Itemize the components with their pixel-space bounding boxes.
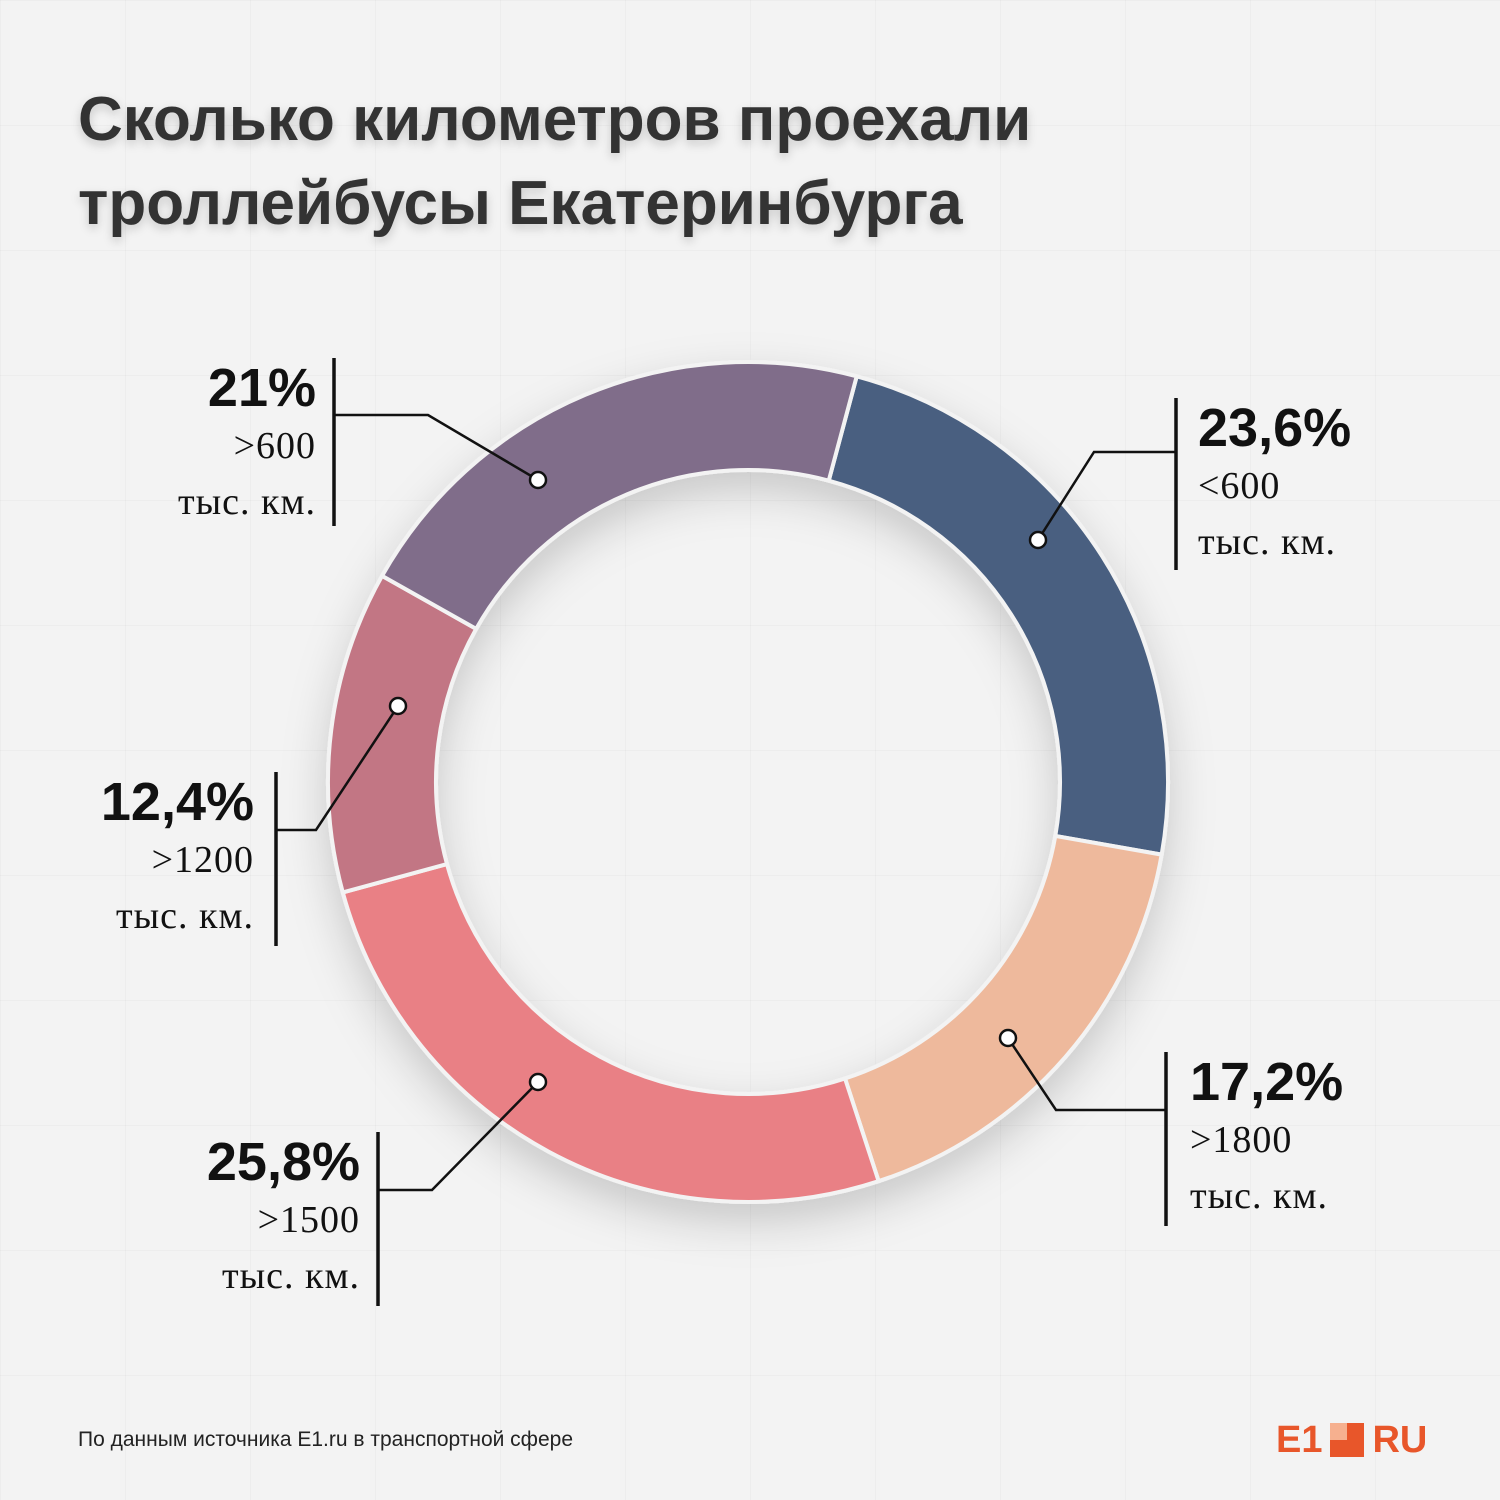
label-unit-3: тыс. км. [221,1255,360,1297]
label-segment-1: 23,6% <600 тыс. км. [1198,398,1351,570]
logo-text-left: E1 [1276,1418,1323,1461]
donut-segment-3 [340,862,881,1204]
label-range-2: >1800 [1190,1119,1293,1161]
leader-dot-1 [1028,530,1048,550]
label-segment-3: 25,8% >1500 тыс. км. [207,1132,360,1304]
leader-dot-2 [998,1028,1018,1048]
label-pct-4: 12,4% [100,772,254,832]
label-unit-5: тыс. км. [177,481,316,523]
source-note: По данным источника E1.ru в транспортной… [78,1428,573,1451]
chart-title: Сколько километров проехали троллейбусы … [78,78,1378,246]
leader-line-4 [276,705,400,832]
leader-dot-4 [388,696,408,716]
leader-dot-5 [528,470,548,490]
leader-dot-3 [528,1072,548,1092]
label-pct-5: 21% [207,358,316,418]
label-unit-2: тыс. км. [1190,1175,1329,1217]
logo-text-right: RU [1372,1418,1428,1461]
logo-square-icon [1330,1423,1365,1457]
donut-segment-4 [326,573,479,895]
label-unit-4: тыс. км. [115,895,254,937]
leader-line-2 [1006,1037,1166,1112]
label-unit-1: тыс. км. [1198,521,1337,563]
title-line-1: Сколько километров проехали [78,85,1032,154]
leader-line-3 [378,1081,539,1192]
label-segment-5: 21% >600 тыс. км. [178,358,316,530]
leader-line-5 [334,413,539,482]
label-pct-2: 17,2% [1190,1052,1344,1112]
label-range-5: >600 [233,425,316,467]
label-segment-2: 17,2% >1800 тыс. км. [1190,1052,1343,1224]
title-line-2: троллейбусы Екатеринбурга [78,169,963,238]
donut-segment-1 [826,374,1170,857]
label-range-3: >1500 [257,1199,360,1241]
leader-line-1 [1036,450,1176,541]
label-segment-4: 12,4% >1200 тыс. км. [101,772,254,944]
label-pct-1: 23,6% [1198,398,1352,458]
e1-logo[interactable]: E1 RU [1276,1418,1428,1461]
donut-segment-2 [843,833,1164,1184]
label-pct-3: 25,8% [206,1132,360,1192]
label-range-1: <600 [1198,465,1281,507]
donut-segment-5 [380,360,859,631]
label-range-4: >1200 [151,839,254,881]
